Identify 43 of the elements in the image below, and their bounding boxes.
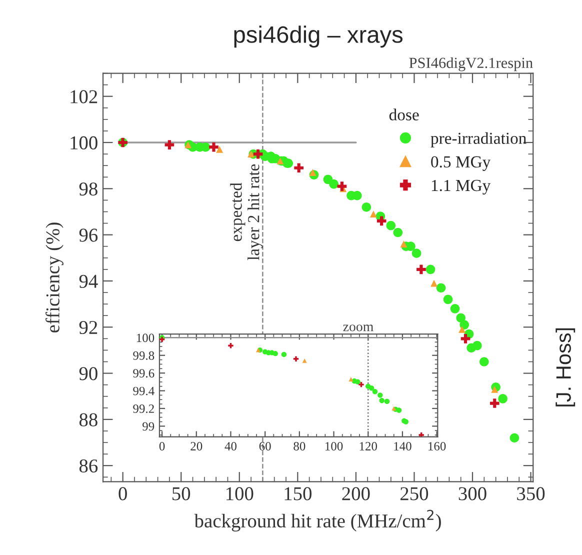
y-tick-label: 99.6 <box>133 369 154 378</box>
y-tick-label: 99.2 <box>133 404 154 413</box>
chart-title: zoom <box>343 324 374 332</box>
y-tick-label: 92 <box>79 320 98 334</box>
legend-label: pre-irradiation <box>430 132 526 148</box>
ref-line-label: expected layer 2 hit rate <box>230 164 263 260</box>
legend-label: 0.5 MGy <box>431 156 491 171</box>
y-tick-label: 102 <box>70 90 98 104</box>
y-tick-label: 100 <box>136 334 154 342</box>
x-tick-label: 120 <box>360 442 378 450</box>
x-tick-label: 160 <box>428 442 446 450</box>
x-tick-label: 20 <box>190 442 202 450</box>
legend-title: dose <box>389 108 419 120</box>
y-tick-label: 94 <box>79 274 98 288</box>
y-tick-label: 88 <box>79 413 98 426</box>
legend-label: 1.1 MGy <box>432 180 491 195</box>
y-tick-label: 86 <box>79 459 98 473</box>
text: [J. Hoss] <box>556 328 576 406</box>
x-tick-label: 150 <box>284 487 312 500</box>
y-tick-label: 99 <box>142 422 154 431</box>
x-tick-label: 0 <box>118 487 127 500</box>
y-tick-label: 96 <box>79 228 98 242</box>
y-tick-label: 98 <box>79 182 98 196</box>
x-tick-label: 100 <box>325 442 343 450</box>
chart-title: psi46dig – xrays <box>234 26 403 48</box>
x-axis-title: background hit rate (MHz/cm$^{2}$) <box>194 510 441 532</box>
y-tick-label: 99.8 <box>133 351 154 360</box>
x-tick-label: 80 <box>294 442 306 450</box>
x-tick-label: 100 <box>226 487 254 500</box>
x-tick-label: 140 <box>394 442 412 450</box>
x-tick-label: 250 <box>400 487 428 500</box>
y-tick-label: 100 <box>70 136 98 150</box>
x-tick-label: 40 <box>224 442 237 450</box>
text: PSI46digV2.1respin <box>409 57 533 72</box>
x-tick-label: 200 <box>342 487 370 500</box>
y-tick-label: 90 <box>79 367 98 380</box>
x-tick-label: 300 <box>458 487 486 500</box>
y-tick-label: 99.4 <box>133 386 154 396</box>
x-tick-label: 0 <box>159 442 165 450</box>
x-tick-label: 350 <box>517 487 545 500</box>
x-tick-label: 60 <box>259 442 271 450</box>
x-tick-label: 50 <box>172 487 190 500</box>
y-axis-title: efficiency (%) <box>46 222 64 332</box>
